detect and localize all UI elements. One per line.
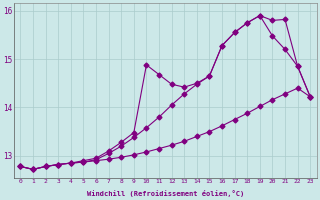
X-axis label: Windchill (Refroidissement éolien,°C): Windchill (Refroidissement éolien,°C) <box>87 190 244 197</box>
